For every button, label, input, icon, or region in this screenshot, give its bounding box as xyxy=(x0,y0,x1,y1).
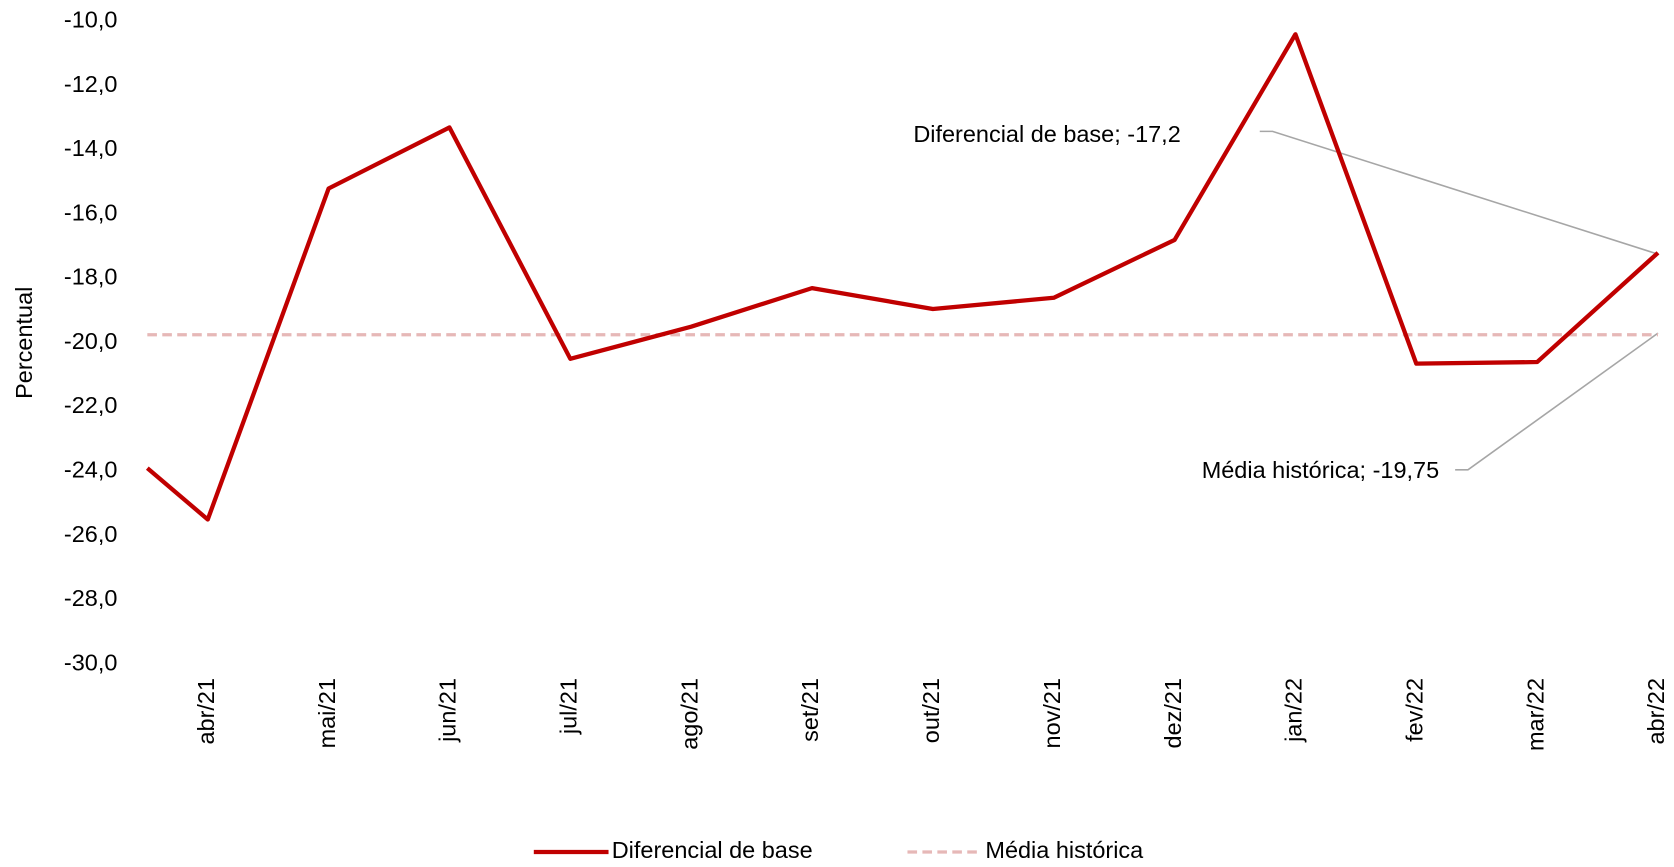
x-tick-label: mar/22 xyxy=(1522,678,1548,751)
legend-label: Média histórica xyxy=(985,837,1144,863)
annotation: Diferencial de base; -17,2 xyxy=(913,121,1180,147)
y-tick-label: -20,0 xyxy=(64,328,117,354)
annotation-leader xyxy=(1455,332,1659,471)
y-tick-label: -22,0 xyxy=(64,392,117,418)
y-tick-label: -10,0 xyxy=(64,7,117,33)
y-tick-label: -18,0 xyxy=(64,264,117,290)
x-tick-label: abr/22 xyxy=(1643,678,1669,745)
y-tick-label: -28,0 xyxy=(64,585,117,611)
x-tick-label: jun/21 xyxy=(435,678,461,743)
x-tick-label: jul/21 xyxy=(556,678,582,735)
annotation: Média histórica; -19,75 xyxy=(1202,457,1439,483)
x-tick-label: ago/21 xyxy=(676,678,702,750)
x-tick-label: nov/21 xyxy=(1039,678,1065,748)
y-axis-label: Percentual xyxy=(11,287,37,399)
y-tick-label: -24,0 xyxy=(64,456,117,482)
data-line xyxy=(145,32,1660,522)
x-tick-label: set/21 xyxy=(797,678,823,742)
x-tick-label: out/21 xyxy=(918,678,944,743)
x-tick-label: abr/21 xyxy=(193,678,219,745)
y-tick-label: -30,0 xyxy=(64,649,117,675)
y-tick-label: -14,0 xyxy=(64,135,117,161)
x-tick-label: fev/22 xyxy=(1401,678,1427,742)
y-tick-label: -16,0 xyxy=(64,199,117,225)
y-tick-label: -12,0 xyxy=(64,71,117,97)
x-tick-label: jan/22 xyxy=(1281,678,1307,743)
annotation-leader xyxy=(1259,130,1659,255)
legend-label: Diferencial de base xyxy=(612,837,813,863)
y-tick-label: -26,0 xyxy=(64,521,117,547)
x-tick-label: dez/21 xyxy=(1160,678,1186,748)
x-tick-label: mai/21 xyxy=(314,678,340,748)
